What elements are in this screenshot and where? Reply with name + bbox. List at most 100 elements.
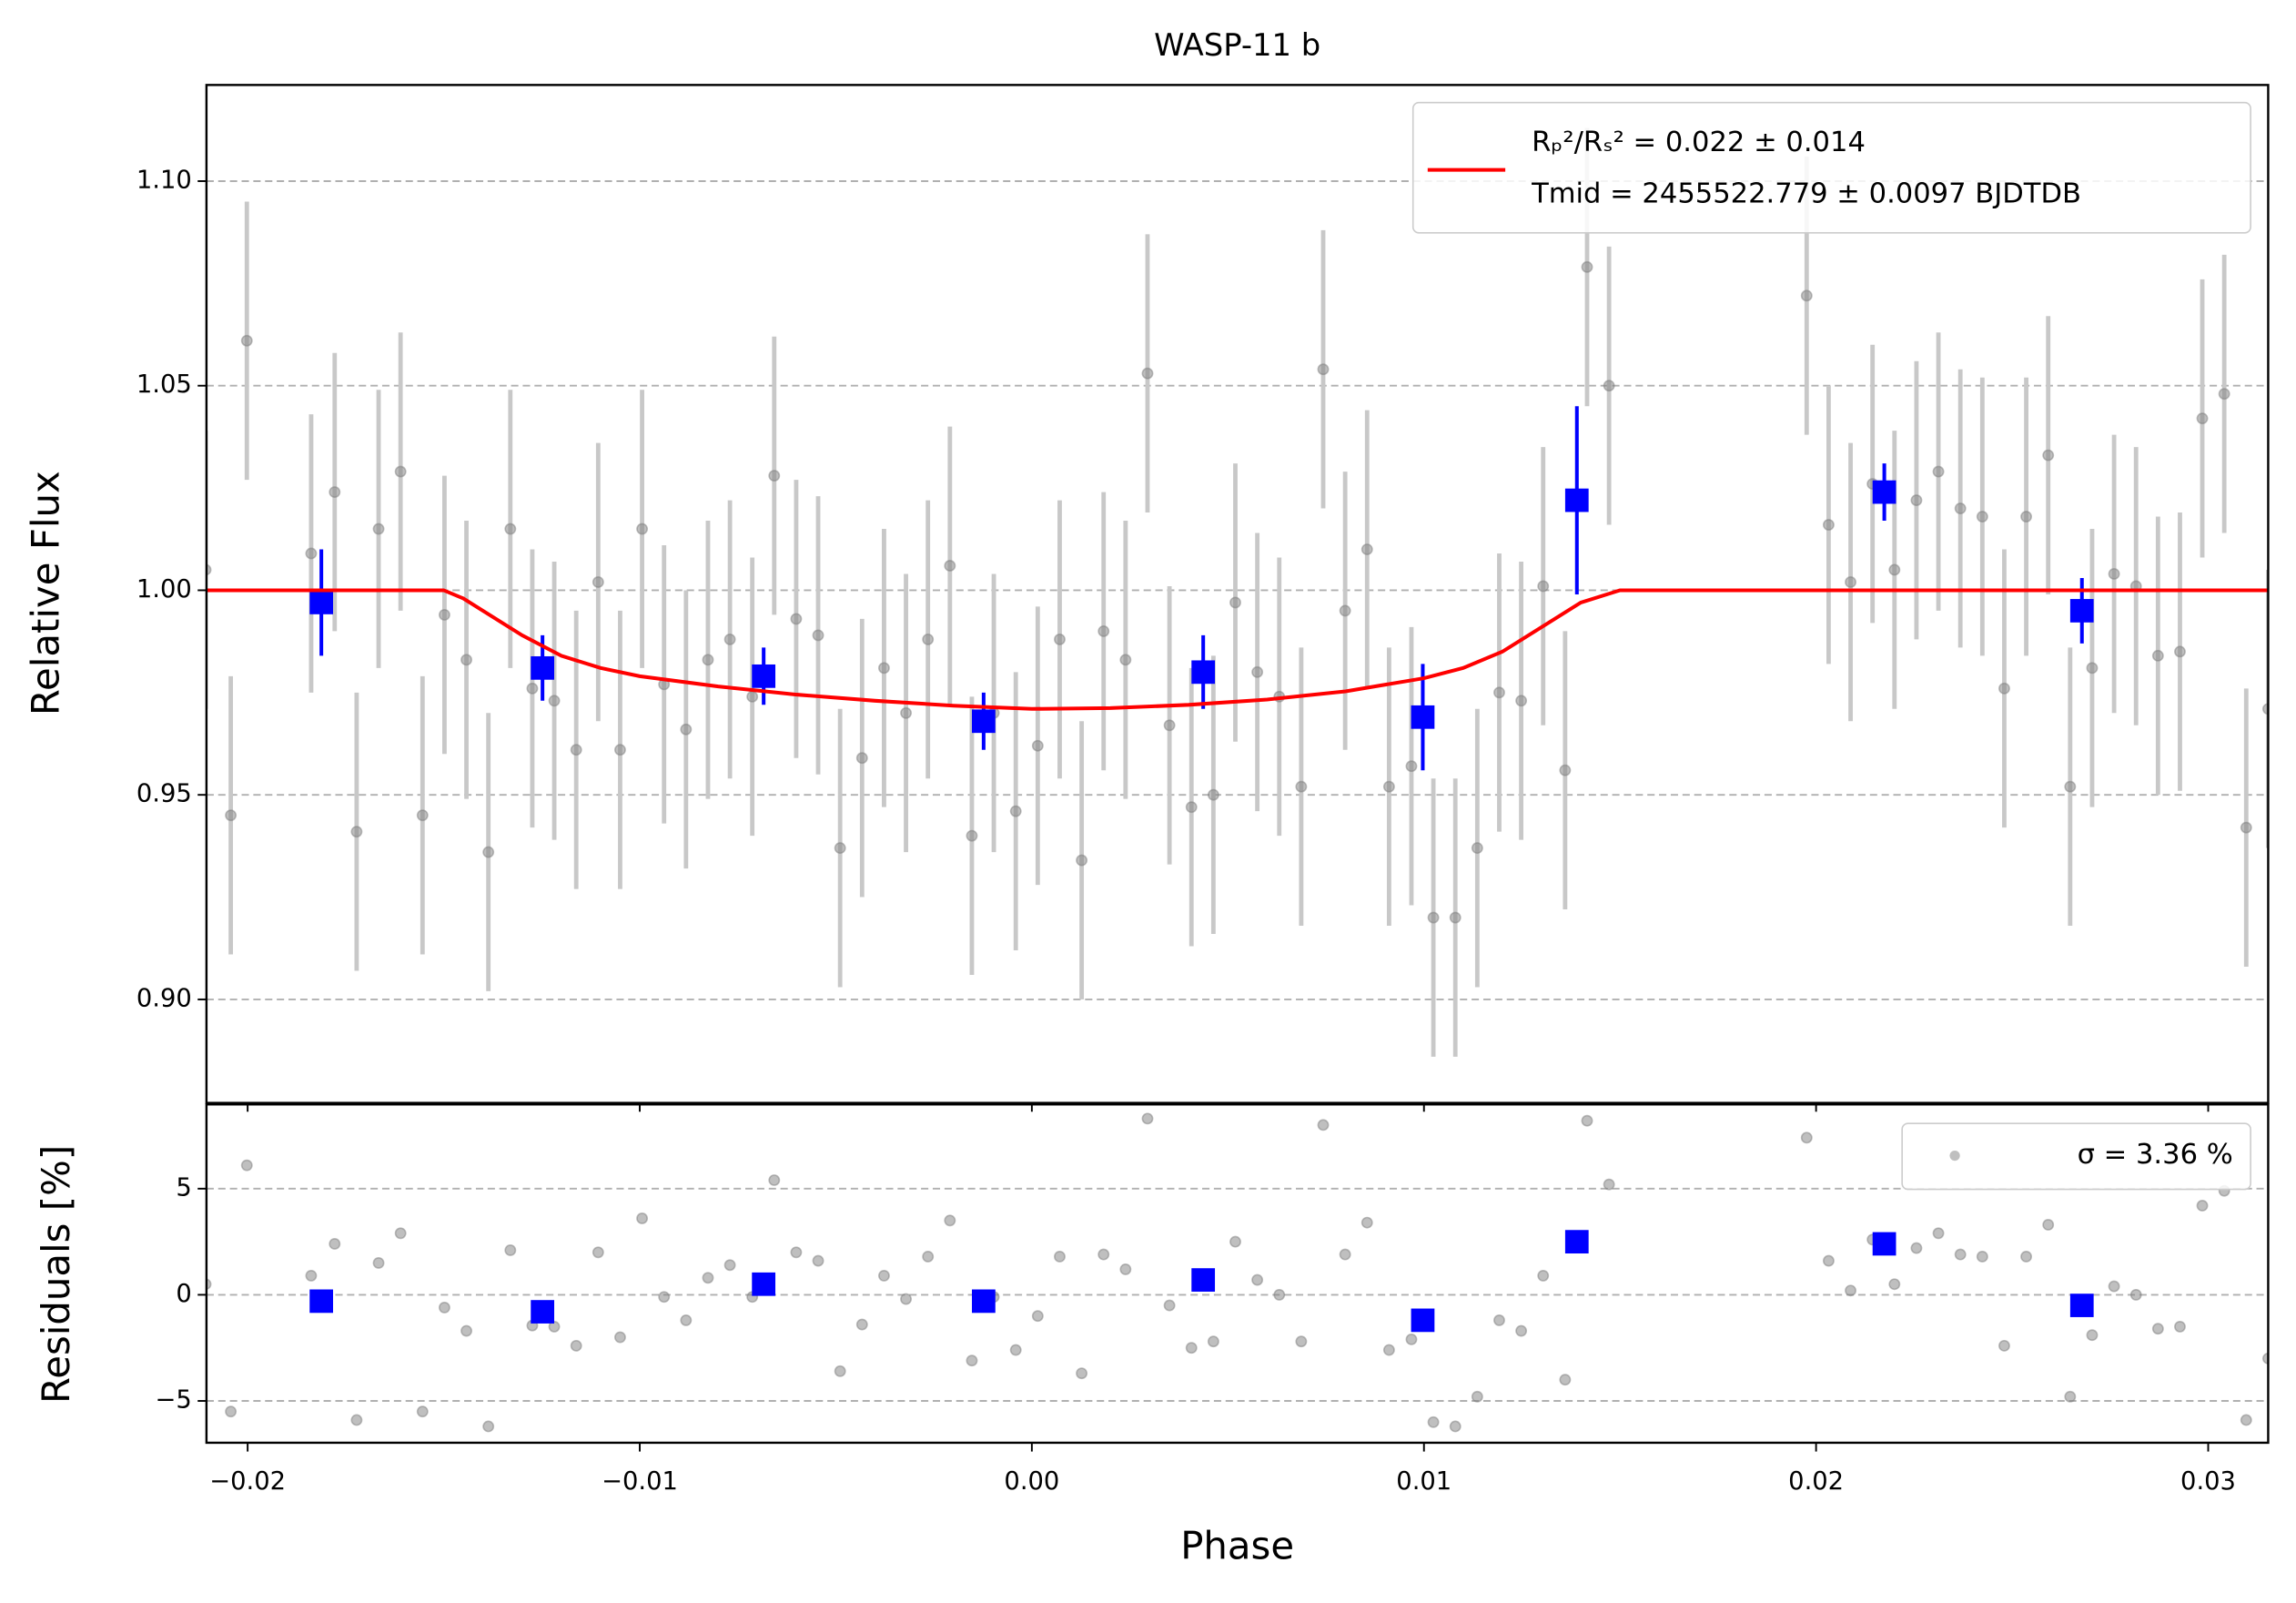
data-point bbox=[877, 662, 890, 675]
binned-point bbox=[1191, 1268, 1216, 1292]
data-point bbox=[592, 576, 604, 588]
y-tick-label: 0.95 bbox=[137, 780, 192, 808]
binned-point bbox=[972, 1289, 996, 1314]
y-tick-label: 0.90 bbox=[137, 984, 192, 1012]
data-point bbox=[658, 1291, 671, 1304]
data-point bbox=[1976, 1251, 1988, 1263]
data-point bbox=[1009, 1344, 1022, 1356]
data-point bbox=[1076, 854, 1088, 867]
data-point bbox=[1976, 511, 1988, 522]
data-point bbox=[2042, 449, 2055, 462]
data-point bbox=[1998, 1339, 2010, 1352]
data-point bbox=[1515, 695, 1528, 707]
data-point bbox=[1031, 1310, 1044, 1323]
data-point bbox=[2174, 1320, 2186, 1333]
data-point bbox=[2174, 645, 2186, 658]
data-point bbox=[1382, 780, 1395, 793]
binned-point bbox=[309, 591, 333, 614]
data-point bbox=[1845, 576, 1856, 588]
data-point bbox=[614, 744, 626, 756]
data-point bbox=[1185, 801, 1198, 814]
data-point bbox=[1822, 1254, 1835, 1267]
data-point bbox=[1800, 289, 1813, 302]
data-point bbox=[1603, 1178, 1615, 1191]
data-point bbox=[2129, 1288, 2142, 1301]
y-tick-label: 1.05 bbox=[137, 370, 192, 399]
data-point bbox=[1097, 1248, 1110, 1261]
data-point bbox=[2020, 511, 2033, 522]
data-point bbox=[416, 809, 429, 822]
data-point bbox=[702, 1272, 714, 1284]
data-point bbox=[746, 690, 759, 703]
data-point bbox=[855, 752, 868, 765]
data-point bbox=[790, 613, 803, 625]
legend-marker bbox=[1949, 1150, 1960, 1162]
data-point bbox=[438, 608, 450, 621]
data-point bbox=[504, 1244, 517, 1256]
data-point bbox=[1097, 624, 1110, 637]
data-point bbox=[1405, 1333, 1418, 1345]
data-point bbox=[900, 1293, 912, 1305]
data-point bbox=[1559, 764, 1572, 776]
data-point bbox=[2086, 662, 2099, 675]
binned-point bbox=[752, 664, 776, 688]
data-point bbox=[592, 1246, 604, 1259]
legend-box bbox=[1901, 1122, 2251, 1191]
data-point bbox=[2261, 1352, 2269, 1365]
data-point bbox=[1427, 1415, 1440, 1428]
data-point bbox=[460, 654, 472, 666]
data-point bbox=[1954, 1248, 1967, 1261]
data-point bbox=[812, 1254, 824, 1267]
data-point bbox=[2196, 1200, 2209, 1212]
plot-area bbox=[206, 1112, 2269, 1433]
data-point bbox=[416, 1405, 429, 1418]
data-point bbox=[1207, 788, 1219, 801]
data-point bbox=[723, 1259, 736, 1272]
data-point bbox=[1954, 502, 1967, 514]
data-point bbox=[1339, 604, 1351, 617]
legend-label: σ = 3.36 % bbox=[2078, 1139, 2233, 1171]
data-point bbox=[1054, 1251, 1066, 1263]
y-tick-label: 1.10 bbox=[137, 166, 192, 194]
data-point bbox=[1822, 519, 1835, 531]
data-point bbox=[768, 470, 781, 482]
binned-point bbox=[1411, 1308, 1435, 1333]
binned-point bbox=[1191, 660, 1216, 685]
data-point bbox=[1449, 1420, 1462, 1433]
x-tick-label: 0.03 bbox=[2180, 1467, 2236, 1496]
data-point bbox=[1141, 1112, 1154, 1125]
data-point bbox=[1054, 633, 1066, 645]
x-tick-label: −0.01 bbox=[602, 1467, 678, 1496]
y-tick-label: 5 bbox=[176, 1173, 191, 1202]
data-point bbox=[1845, 1284, 1856, 1297]
data-point bbox=[1076, 1367, 1088, 1380]
binned-point bbox=[309, 1289, 333, 1314]
data-point bbox=[350, 1414, 363, 1426]
y-axis-label: Residuals [%] bbox=[34, 1145, 78, 1404]
data-point bbox=[1932, 465, 1945, 478]
data-point bbox=[855, 1318, 868, 1331]
data-point bbox=[570, 1339, 582, 1352]
data-point bbox=[1998, 682, 2010, 695]
y-tick-label: 0 bbox=[176, 1280, 191, 1308]
data-point bbox=[1493, 686, 1505, 699]
data-point bbox=[1295, 1335, 1308, 1348]
data-point bbox=[2108, 568, 2120, 580]
data-point bbox=[548, 695, 561, 707]
data-point bbox=[2086, 1329, 2099, 1342]
data-point bbox=[225, 809, 238, 822]
data-point bbox=[636, 522, 649, 535]
data-point bbox=[305, 1269, 318, 1282]
x-axis-label: Phase bbox=[1180, 1523, 1294, 1567]
data-point bbox=[2108, 1280, 2120, 1293]
axes-frame bbox=[205, 1103, 2270, 1445]
data-point bbox=[1471, 1390, 1483, 1403]
data-point bbox=[225, 1405, 238, 1418]
data-point bbox=[877, 1269, 890, 1282]
data-point bbox=[680, 723, 693, 736]
data-point bbox=[350, 826, 363, 838]
data-point bbox=[1119, 1263, 1132, 1275]
binned-point bbox=[1411, 705, 1435, 729]
data-point bbox=[1339, 1248, 1351, 1261]
